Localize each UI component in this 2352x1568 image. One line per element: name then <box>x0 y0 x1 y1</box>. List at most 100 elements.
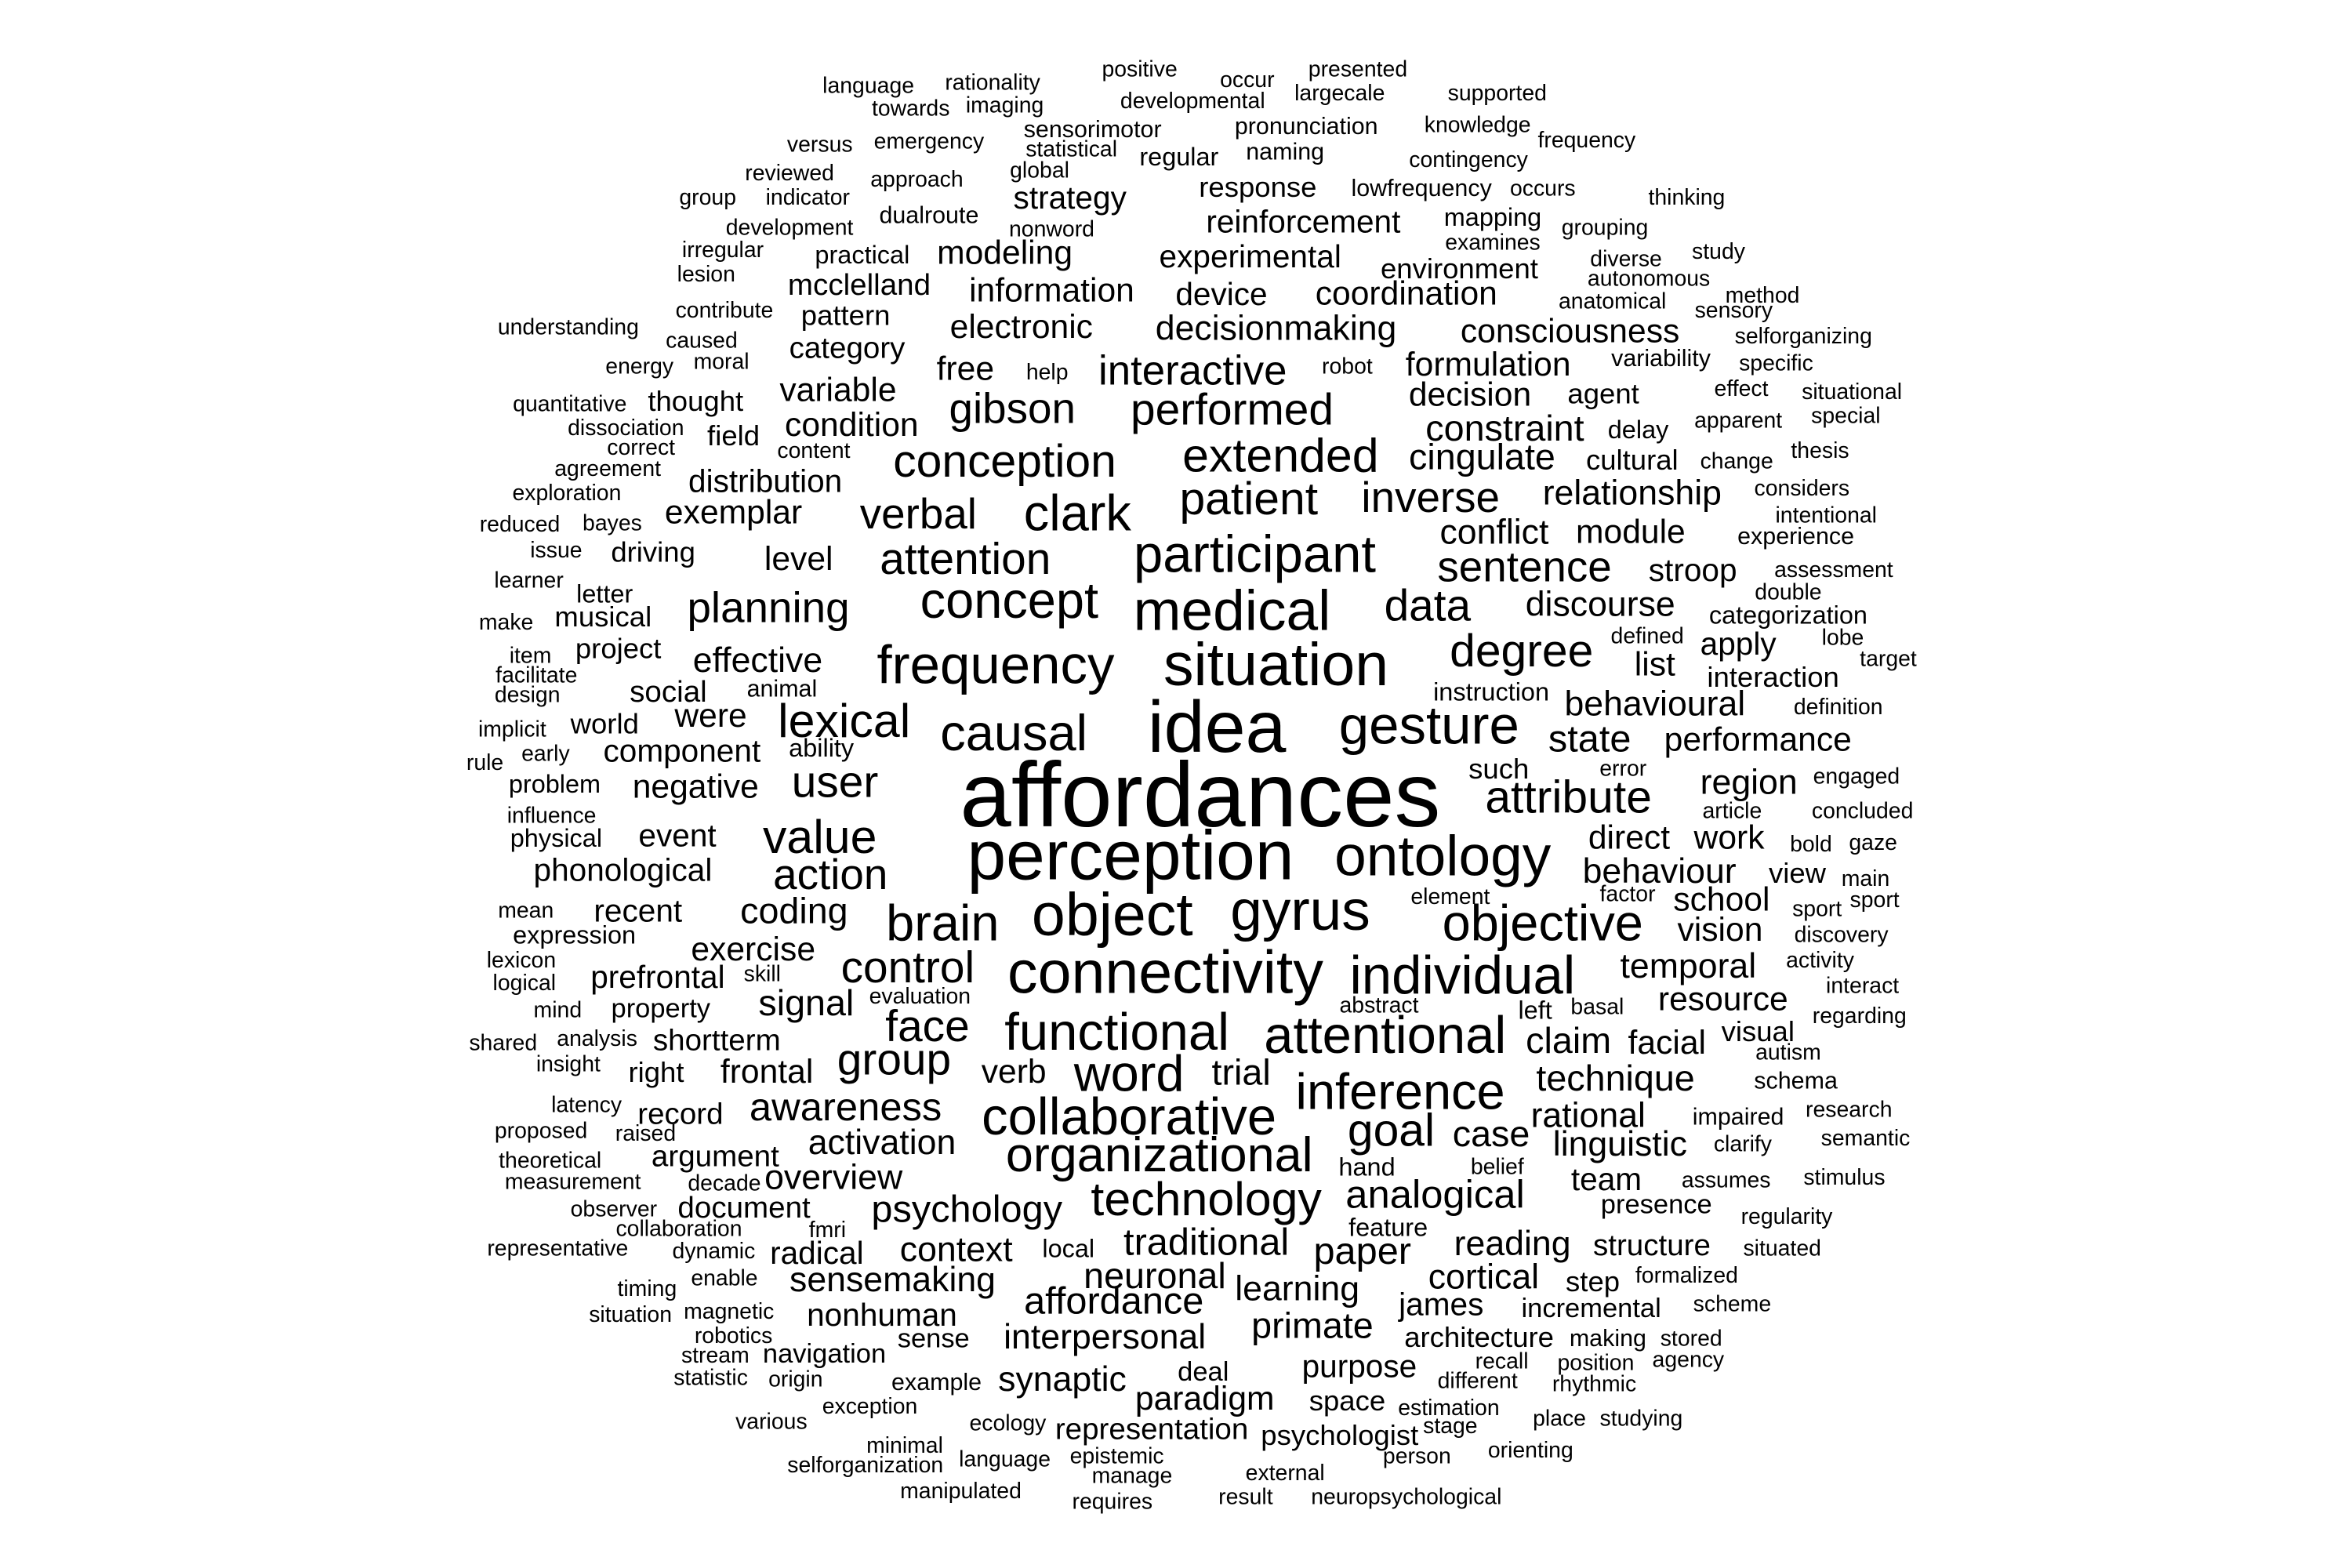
word: collaborative <box>982 1088 1276 1146</box>
word: pattern <box>801 299 891 331</box>
word: patient <box>1179 474 1318 524</box>
word: cingulate <box>1409 437 1555 477</box>
word: brain <box>886 895 999 952</box>
word: resource <box>1658 982 1788 1018</box>
word: decisionmaking <box>1156 310 1397 348</box>
word: schema <box>1754 1068 1838 1094</box>
word: local <box>1042 1234 1094 1262</box>
word: cortical <box>1428 1258 1539 1296</box>
word: technique <box>1536 1058 1694 1098</box>
word: various <box>735 1410 808 1435</box>
word: psychology <box>871 1188 1062 1230</box>
word: facilitate <box>495 663 577 688</box>
word: electronic <box>950 309 1093 346</box>
word: rational <box>1531 1097 1646 1135</box>
word: clark <box>1024 484 1132 541</box>
word: mean <box>498 898 554 924</box>
word: learner <box>494 568 563 593</box>
word: observer <box>571 1196 658 1221</box>
word: phonological <box>534 852 713 888</box>
word: modeling <box>937 235 1073 272</box>
word: traditional <box>1123 1221 1289 1264</box>
word: target <box>1860 646 1917 671</box>
word: manipulated <box>900 1479 1022 1504</box>
word: indicator <box>766 185 850 210</box>
word: organizational <box>1006 1127 1313 1182</box>
word: influence <box>507 803 597 828</box>
word: stream <box>681 1343 750 1368</box>
word: attention <box>880 535 1051 584</box>
word: dissociation <box>568 416 684 441</box>
word: view <box>1769 857 1827 889</box>
word: method <box>1726 283 1800 308</box>
word: shortterm <box>653 1023 781 1057</box>
word: behavioural <box>1564 685 1745 724</box>
word: negative <box>633 768 759 805</box>
word: anatomical <box>1559 289 1666 314</box>
word: statistic <box>673 1366 748 1391</box>
word: navigation <box>763 1339 886 1369</box>
word: decision <box>1409 376 1531 413</box>
word: make <box>479 610 533 635</box>
word: decade <box>688 1171 760 1196</box>
word: impaired <box>1693 1105 1784 1131</box>
word: performance <box>1664 722 1852 759</box>
word: result <box>1218 1485 1273 1510</box>
word: causal <box>940 704 1087 761</box>
word: planning <box>687 584 849 632</box>
word: project <box>575 632 662 664</box>
word: data <box>1385 582 1472 631</box>
word: supported <box>1448 81 1547 106</box>
word: thinking <box>1648 185 1725 210</box>
word: contribute <box>676 298 774 323</box>
word: analogical <box>1345 1172 1525 1217</box>
word: origin <box>768 1367 822 1392</box>
word: affordance <box>1024 1280 1203 1323</box>
word: bold <box>1790 832 1832 857</box>
word: sentence <box>1437 543 1611 591</box>
word: dualroute <box>879 203 978 229</box>
word: assumes <box>1682 1168 1771 1193</box>
word: factor <box>1600 881 1656 906</box>
word: social <box>630 675 707 709</box>
word: stimulus <box>1803 1165 1885 1190</box>
word: specific <box>1739 351 1813 376</box>
word: presented <box>1308 57 1407 82</box>
word: psychologist <box>1261 1419 1418 1451</box>
word: formalized <box>1635 1263 1738 1288</box>
word: double <box>1755 580 1821 605</box>
word: apply <box>1700 626 1777 662</box>
word: stage <box>1423 1414 1477 1439</box>
word: rationality <box>945 71 1040 96</box>
word: naming <box>1246 140 1324 165</box>
word: imaging <box>966 93 1044 118</box>
word: experimental <box>1160 238 1341 274</box>
word: agreement <box>554 456 661 481</box>
word: definition <box>1794 695 1883 720</box>
word: raised <box>615 1121 676 1146</box>
word: recent <box>593 893 682 929</box>
word: help <box>1026 360 1069 385</box>
word: functional <box>1004 1004 1229 1062</box>
word: bayes <box>583 510 642 535</box>
word: manage <box>1092 1464 1173 1489</box>
word: selforganizing <box>1735 324 1872 349</box>
word: field <box>707 419 760 452</box>
word: inference <box>1296 1063 1505 1120</box>
word: signal <box>758 982 854 1023</box>
word: irregular <box>682 238 764 263</box>
word: autism <box>1755 1040 1821 1065</box>
word: gyrus <box>1230 879 1370 942</box>
word: sensemaking <box>789 1261 996 1299</box>
word: nonhuman <box>807 1297 957 1333</box>
word: interact <box>1826 974 1899 999</box>
word: semantic <box>1821 1126 1911 1151</box>
word: defined <box>1611 624 1684 649</box>
word: feature <box>1348 1213 1428 1241</box>
word: record <box>637 1098 723 1131</box>
word: effect <box>1715 376 1769 401</box>
word: idea <box>1148 686 1287 768</box>
word: property <box>612 994 711 1024</box>
word: gaze <box>1849 830 1897 855</box>
word: regular <box>1139 143 1218 171</box>
